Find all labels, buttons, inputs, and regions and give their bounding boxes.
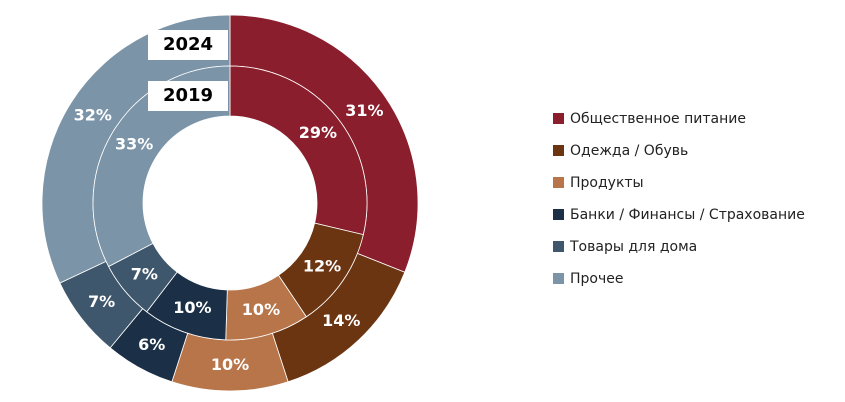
series-label-box [148,30,228,60]
series-label: 2019 [163,85,213,106]
legend-label: Банки / Финансы / Страхование [570,207,805,223]
legend-swatch [553,113,564,124]
value-label: 32% [74,105,112,124]
legend-swatch [553,145,564,156]
value-label: 10% [173,298,211,317]
value-label: 12% [303,256,341,275]
legend-label: Прочее [570,271,623,287]
legend-label: Общественное питание [570,111,746,127]
legend-label: Одежда / Обувь [570,143,688,159]
value-label: 7% [88,292,115,311]
value-label: 31% [345,101,383,120]
value-label: 10% [211,355,249,374]
value-label: 7% [131,265,158,284]
legend-swatch [553,273,564,284]
legend-label: Товары для дома [569,239,697,255]
value-label: 10% [242,300,280,319]
legend-swatch [553,177,564,188]
donut-slice [92,65,231,268]
legend-label: Продукты [570,175,644,191]
value-label: 29% [299,123,337,142]
series-label: 2024 [163,34,213,55]
value-label: 6% [138,335,165,354]
legend-swatch [553,209,564,220]
series-label-box [148,81,228,111]
value-label: 33% [115,135,153,154]
donut-slice [229,65,368,236]
value-label: 14% [322,311,360,330]
legend-swatch [553,241,564,252]
